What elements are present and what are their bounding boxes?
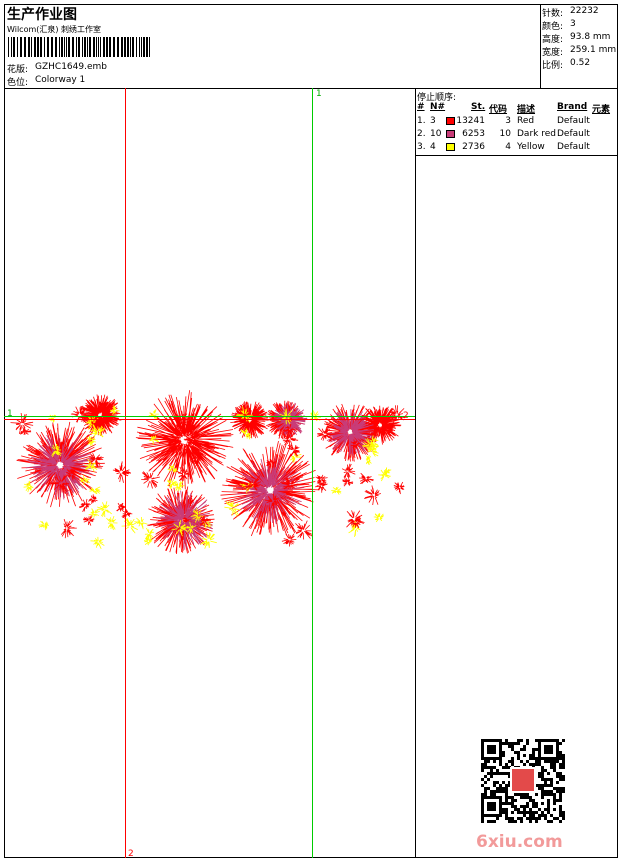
info-label: 高度: xyxy=(542,35,564,45)
cell-stitches: 13241 xyxy=(456,116,485,126)
embroidery-design xyxy=(10,390,405,555)
frame xyxy=(4,4,618,858)
info-value: 22232 xyxy=(570,6,599,16)
cell-needle: 4 xyxy=(430,142,436,152)
info-value: 3 xyxy=(570,19,576,29)
cell-stitches: 2736 xyxy=(462,142,485,152)
cell-needle: 10 xyxy=(430,129,442,139)
cell-code: 10 xyxy=(499,129,511,139)
cell-needle: 3 xyxy=(430,116,436,126)
cell-brand: Default xyxy=(557,129,590,139)
studio: Wilcom(汇泉) 刺绣工作室 xyxy=(7,25,102,34)
guide-label: 1 xyxy=(316,89,322,99)
qr-code xyxy=(481,739,565,823)
guide-label: 2 xyxy=(403,411,409,421)
cell-brand: Default xyxy=(557,116,590,126)
info-value: 93.8 mm xyxy=(570,32,611,42)
info-label: 针数: xyxy=(542,9,564,19)
cell-index: 2. xyxy=(417,129,426,139)
cell-code: 3 xyxy=(505,116,511,126)
info-label: 宽度: xyxy=(542,48,564,58)
column-header: 元素 xyxy=(592,105,611,115)
colorway: Colorway 1 xyxy=(35,75,86,85)
cell-brand: Default xyxy=(557,142,590,152)
cell-description: Yellow xyxy=(517,142,545,152)
cell-code: 4 xyxy=(505,142,511,152)
info-label: 颜色: xyxy=(542,22,564,32)
design-label: 花版: xyxy=(7,65,29,75)
column-header: Brand xyxy=(557,102,588,112)
column-header: 描述 xyxy=(517,105,536,115)
info-value: 0.52 xyxy=(570,58,591,68)
cell-description: Dark red xyxy=(517,129,556,139)
title: 生产作业图 xyxy=(7,7,77,23)
color-swatch xyxy=(446,143,455,151)
info-label: 比例: xyxy=(542,61,564,71)
cell-index: 1. xyxy=(417,116,426,126)
cell-index: 3. xyxy=(417,142,426,152)
guide-label: 1 xyxy=(7,409,13,419)
column-header: St. xyxy=(471,102,486,112)
colorway-label: 色位: xyxy=(7,78,29,88)
design-file: GZHC1649.emb xyxy=(35,62,107,72)
column-header: # xyxy=(417,102,425,112)
watermark: 6xiu.com xyxy=(476,832,563,852)
cell-description: Red xyxy=(517,116,535,126)
color-swatch xyxy=(446,130,455,138)
info-value: 259.1 mm xyxy=(570,45,617,55)
column-header: 代码 xyxy=(489,105,508,115)
cell-stitches: 6253 xyxy=(462,129,485,139)
stop-sequence-title: 停止顺序: xyxy=(417,93,457,103)
guide-label: 2 xyxy=(128,849,134,859)
barcode xyxy=(8,37,150,57)
color-swatch xyxy=(446,117,455,125)
column-header: N# xyxy=(430,102,446,112)
